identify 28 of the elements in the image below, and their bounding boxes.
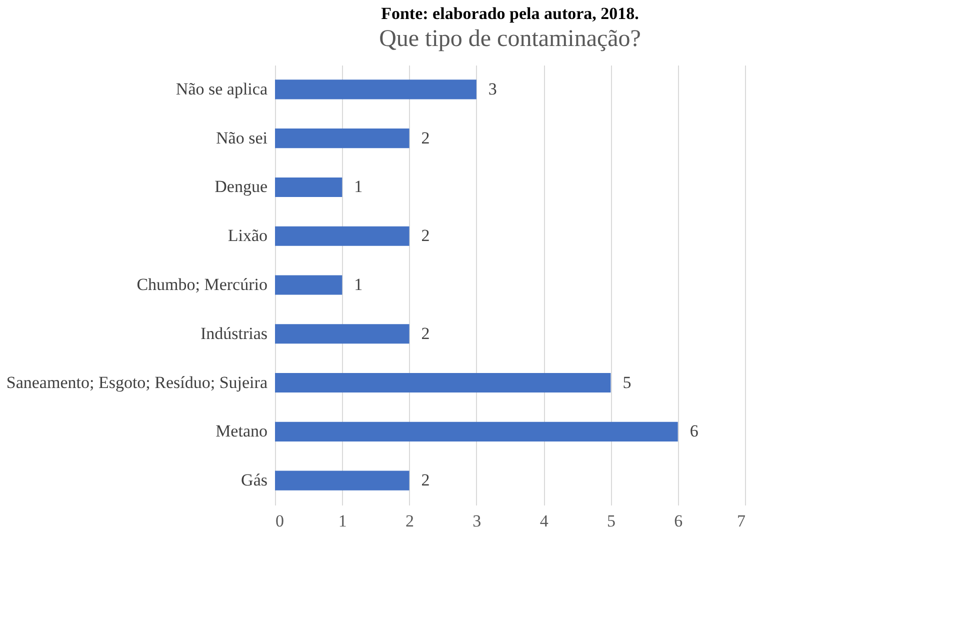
x-tick-label: 1 bbox=[338, 512, 347, 530]
x-tick-label: 5 bbox=[606, 512, 616, 530]
data-label: 5 bbox=[622, 372, 632, 392]
chart-title: Que tipo de contaminação? bbox=[379, 26, 641, 52]
data-label: 2 bbox=[421, 470, 430, 490]
x-tick-label: 7 bbox=[737, 512, 746, 530]
y-tick-label: Chumbo; Mercúrio bbox=[136, 275, 268, 294]
y-tick-label: Lixão bbox=[228, 226, 268, 246]
data-label: 2 bbox=[421, 226, 430, 246]
x-tick-label: 2 bbox=[406, 512, 414, 530]
data-label: 1 bbox=[354, 275, 363, 294]
x-tick-label: 0 bbox=[276, 512, 284, 530]
y-tick-label: Não sei bbox=[216, 128, 268, 148]
y-tick-label: Gás bbox=[241, 470, 268, 490]
data-label: 3 bbox=[488, 79, 497, 98]
y-tick-label: Dengue bbox=[214, 177, 268, 196]
y-tick-label: Saneamento; Esgoto; Resíduo; Sujeira bbox=[6, 372, 268, 392]
y-tick-label: Não se aplica bbox=[176, 79, 268, 98]
y-tick-label: Metano bbox=[216, 422, 268, 441]
source-note: Fonte: elaborado pela autora, 2018. bbox=[381, 4, 639, 23]
x-tick-label: 4 bbox=[540, 512, 549, 530]
x-tick-label: 6 bbox=[674, 512, 683, 530]
data-label: 2 bbox=[421, 324, 430, 343]
x-tick-label: 3 bbox=[472, 512, 482, 530]
data-label: 2 bbox=[421, 128, 430, 148]
y-tick-label: Indústrias bbox=[200, 324, 268, 343]
data-label: 6 bbox=[690, 422, 698, 441]
data-label: 1 bbox=[354, 177, 363, 196]
